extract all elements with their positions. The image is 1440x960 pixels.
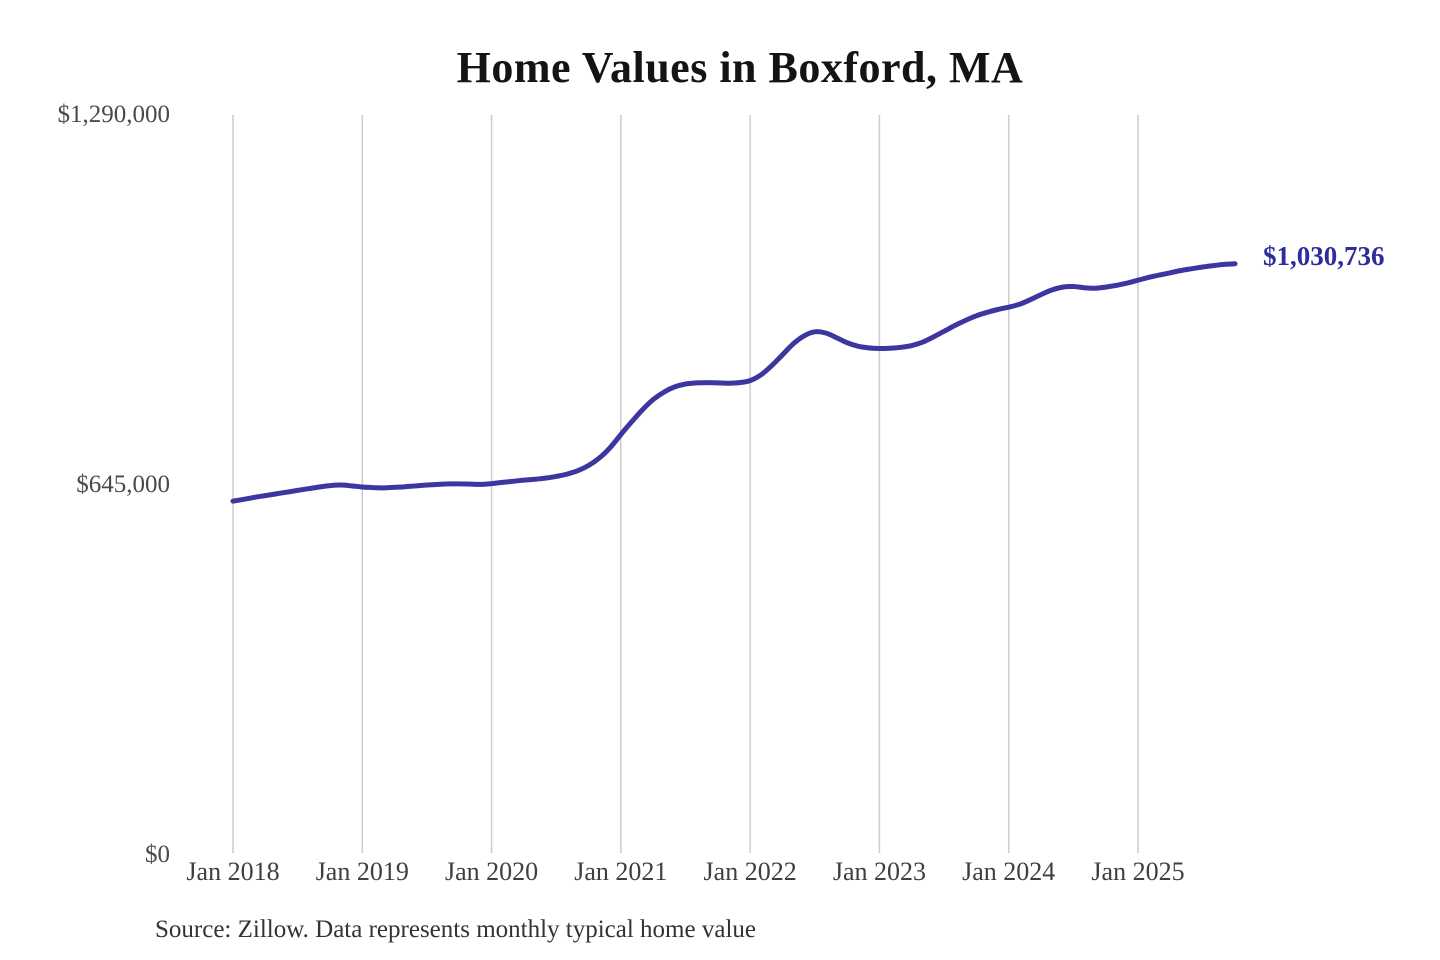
x-tick-label: Jan 2019 xyxy=(315,857,409,886)
x-tick-label: Jan 2023 xyxy=(832,857,926,886)
x-tick-label: Jan 2024 xyxy=(962,857,1056,886)
x-tick-label: Jan 2018 xyxy=(186,857,280,886)
y-tick-label: $1,290,000 xyxy=(57,101,171,128)
x-tick-label: Jan 2022 xyxy=(703,857,797,886)
home-value-line xyxy=(230,261,1238,504)
x-tick-label: Jan 2020 xyxy=(444,857,539,886)
y-tick-label: $645,000 xyxy=(76,471,170,498)
source-note: Source: Zillow. Data represents monthly … xyxy=(155,916,756,943)
x-tick-label: Jan 2025 xyxy=(1091,857,1185,886)
chart-title: Home Values in Boxford, MA xyxy=(456,43,1024,92)
y-tick-label: $0 xyxy=(145,841,170,868)
latest-value-label: $1,030,736 xyxy=(1262,240,1385,271)
x-tick-label: Jan 2021 xyxy=(574,857,668,886)
